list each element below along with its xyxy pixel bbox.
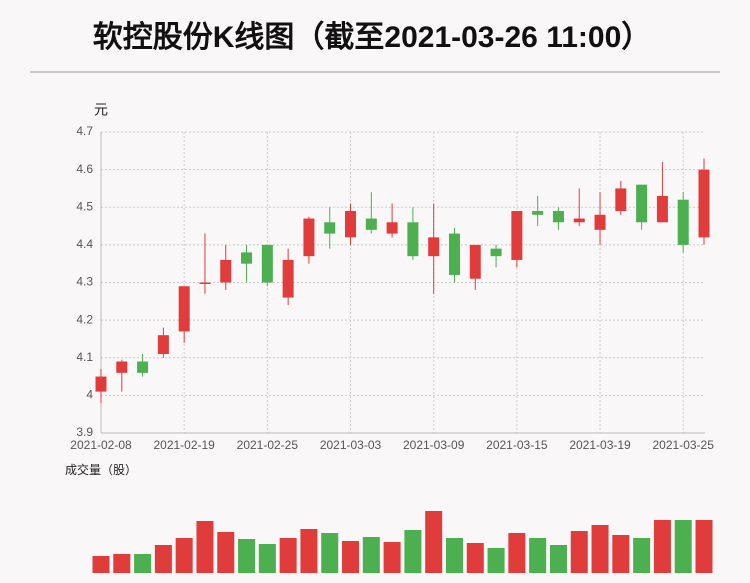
x-tick-label: 2021-03-09 [403,438,465,452]
candle-body [137,361,149,373]
volume-bar [342,541,360,573]
x-tick-label: 2021-03-25 [653,438,715,452]
y-tick-label: 4.6 [76,162,93,176]
candle-body [220,259,232,283]
y-tick-label: 4 [86,388,93,402]
candle-body [261,244,273,283]
candle-body [365,218,377,230]
volume-bar [134,554,152,573]
y-tick-label: 4.4 [76,237,93,251]
volume-bar [154,545,172,573]
volume-bar [487,548,505,573]
volume-bar [549,545,567,573]
volume-bar [612,535,630,573]
candle-body [532,211,544,215]
x-tick-label: 2021-03-15 [486,438,548,452]
candle-body [656,195,668,223]
candle-body [303,218,315,257]
y-tick-label: 3.9 [76,425,93,439]
volume-bar [508,533,526,573]
volume-bar [466,543,484,573]
candle-body [324,222,336,234]
y-tick-label: 4.5 [76,199,93,213]
volume-bar [238,539,256,573]
candle-body [407,222,419,257]
candle-body [594,214,606,230]
volume-bar [570,531,588,573]
volume-bar [258,544,276,573]
x-tick-label: 2021-02-08 [70,438,132,452]
candle-body [178,286,190,332]
x-tick-label: 2021-03-03 [320,438,382,452]
candle-body [636,184,648,223]
volume-bar [217,532,235,573]
candle-body [677,199,689,245]
volume-bar [653,520,671,573]
volume-bar [695,520,713,573]
volume-bar [321,533,339,573]
candle-body [116,361,128,373]
x-tick-label: 2021-03-19 [569,438,631,452]
candle-body [241,252,253,264]
volume-bar [175,538,193,573]
candle-body [698,169,710,238]
volume-bar [362,537,380,573]
chart-title: 软控股份K线图（截至2021-03-26 11:00） [93,20,652,54]
volume-bar [196,521,214,573]
volume-bar [633,538,651,573]
y-tick-label: 4.7 [76,124,93,138]
volume-bar [445,538,463,573]
candle-body [95,376,107,392]
candle-body [345,211,357,238]
candle-body [552,211,564,223]
candle-body [615,188,627,212]
y-tick-label: 4.3 [76,275,93,289]
volume-bar [113,554,131,573]
volume-bar [425,511,443,573]
volume-bar [591,525,609,573]
x-tick-label: 2021-02-25 [237,438,299,452]
volume-bar [300,529,318,573]
candle-body [573,218,585,223]
y-tick-label: 4.1 [76,350,93,364]
volume-bar [383,542,401,573]
candle-body [469,244,481,279]
volume-bar [279,538,297,573]
candle-body [428,237,440,257]
volume-bar [674,520,692,573]
candle-body [157,335,169,354]
volume-bar [404,530,422,573]
volume-bar [92,556,110,573]
candle-body [490,248,502,257]
x-tick-label: 2021-02-19 [153,438,215,452]
y-axis-label: 元 [94,102,108,118]
candle-body [386,222,398,234]
volume-label: 成交量（股） [65,462,137,477]
candle-body [448,233,460,275]
candle-body [282,259,294,298]
candle-body [199,282,211,284]
y-tick-label: 4.2 [76,312,93,326]
volume-bar [529,538,547,573]
candle-body [511,211,523,260]
